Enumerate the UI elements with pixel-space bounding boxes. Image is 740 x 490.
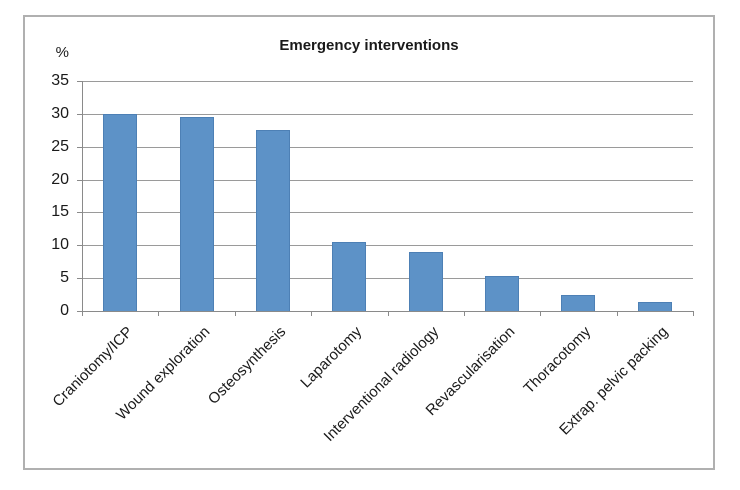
bar-laparotomy [332,242,367,311]
x-tick-0 [82,311,83,316]
y-tick-5 [77,278,82,280]
x-tick-5 [463,311,465,316]
x-tick-4 [387,311,389,316]
bar-extrap-pelvic-packing [637,302,672,311]
x-category-label-5: Interventional radiology [320,323,443,445]
plot-area [77,81,694,316]
y-tick-label-5: 5 [60,269,69,287]
y-tick-35 [77,81,82,82]
y-tick-label-20: 20 [51,170,69,188]
chart-title: Emergency interventions [279,37,459,54]
x-category-label-8: Extrap. pelvic packing [555,323,672,439]
bar-osteosynthesis [255,130,290,311]
x-tick-7 [616,311,618,316]
y-axis-unit-label: % [55,44,69,61]
x-tick-8 [693,311,694,316]
gridline-25 [82,146,693,148]
y-tick-label-0: 0 [60,302,69,319]
bar-revascularisation [485,276,520,311]
y-tick-label-10: 10 [51,236,69,254]
y-tick-label-15: 15 [51,203,69,221]
gridline-30 [82,113,693,115]
x-category-label-4: Laparotomy [297,323,366,392]
gridline-20 [82,179,693,181]
y-tick-0 [77,311,82,312]
x-category-label-2: Wound exploration [112,323,213,424]
bar-craniotomy-icp [103,113,138,311]
y-tick-label-30: 30 [51,104,69,122]
y-tick-25 [77,146,82,148]
gridline-5 [82,278,693,280]
x-category-label-7: Thoracotomy [520,323,595,398]
bar-chart: Emergency interventions % 0 5 10 15 20 25 30 35… [23,15,715,470]
gridline-10 [82,245,693,247]
y-tick-10 [77,245,82,247]
x-tick-1 [158,311,160,316]
bar-wound-exploration [179,117,214,311]
bar-thoracotomy [561,294,596,311]
bar-interventional-radiology [408,251,443,311]
y-tick-15 [77,212,82,214]
x-tick-3 [311,311,313,316]
x-tick-6 [540,311,542,316]
y-tick-20 [77,179,82,181]
gridline-35 [82,81,693,82]
y-axis-line [82,81,83,312]
y-tick-label-25: 25 [51,137,69,155]
y-tick-30 [77,113,82,115]
y-tick-label-35: 35 [51,72,69,89]
x-tick-2 [234,311,236,316]
gridline-15 [82,212,693,214]
